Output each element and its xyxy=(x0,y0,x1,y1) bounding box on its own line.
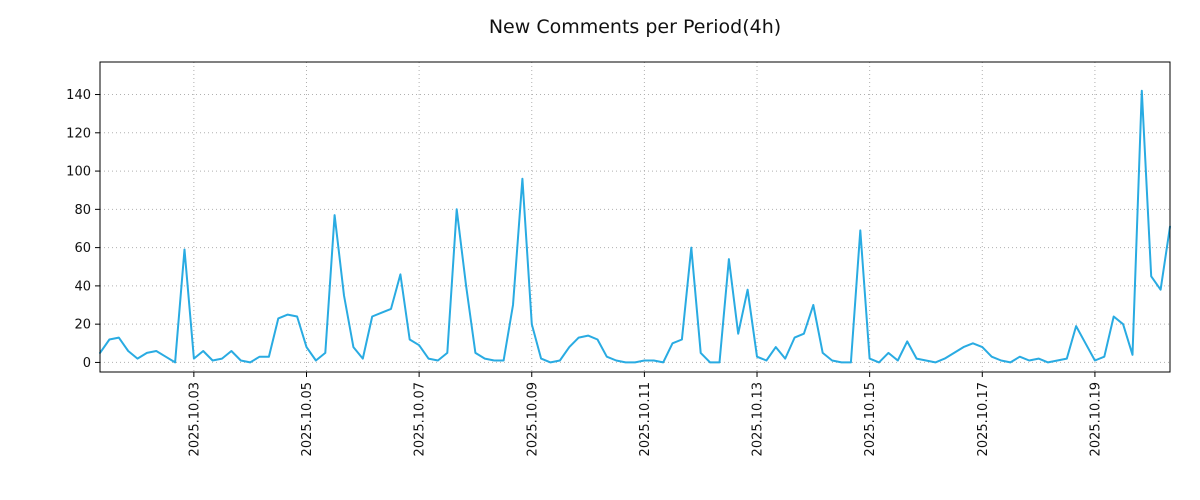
x-tick-label: 2025.10.15 xyxy=(863,382,878,456)
y-tick-label: 60 xyxy=(74,241,91,256)
x-tick-label: 2025.10.17 xyxy=(976,382,991,456)
grid-layer xyxy=(100,62,1170,372)
series-line-new-comments xyxy=(99,89,1171,364)
series-layer xyxy=(99,89,1171,364)
y-tick-label: 80 xyxy=(74,203,91,218)
x-tick-label: 2025.10.13 xyxy=(751,382,766,456)
y-tick-label: 0 xyxy=(83,356,91,371)
y-tick-label: 120 xyxy=(66,126,91,141)
axis-layer: 0 20 40 60 80 100 120 140 2025.10.03 2025.10.05 20… xyxy=(66,61,1171,456)
y-tick-label: 20 xyxy=(74,318,91,333)
x-tick-label: 2025.10.09 xyxy=(525,382,540,456)
chart-title: New Comments per Period(4h) xyxy=(488,16,782,38)
y-tick-label: 40 xyxy=(74,279,91,294)
y-tick-label: 140 xyxy=(66,88,91,103)
y-tick-label: 100 xyxy=(66,165,91,180)
x-tick-label: 2025.10.19 xyxy=(1088,382,1103,456)
plot-border xyxy=(99,61,1171,373)
x-tick-label: 2025.10.11 xyxy=(638,382,653,456)
x-tick-label: 2025.10.03 xyxy=(187,382,202,456)
x-tick-label: 2025.10.07 xyxy=(413,382,428,456)
x-tick-label: 2025.10.05 xyxy=(300,382,315,456)
